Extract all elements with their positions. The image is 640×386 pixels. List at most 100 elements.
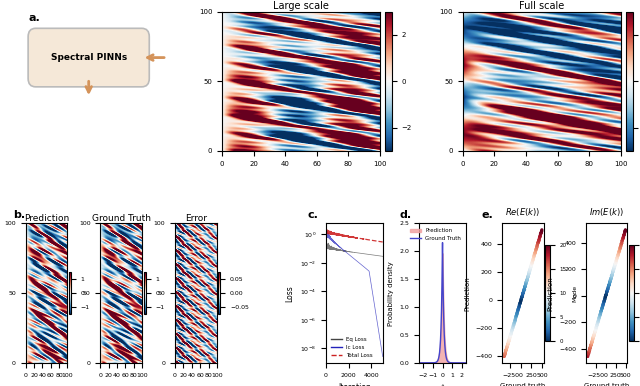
Point [607,272,617,278]
Point [519,286,529,292]
Point [534,237,544,243]
Point [620,229,630,235]
Point [532,245,542,251]
Point [591,324,601,330]
Point [516,296,527,302]
Point [516,294,527,300]
Point [518,290,529,296]
Ground Truth [463,361,470,365]
Point [596,308,606,314]
Point [502,342,513,348]
Point [521,280,531,286]
Point [611,258,621,264]
Point [601,292,611,298]
Point [529,251,540,257]
Ground Truth [415,361,422,365]
Point [531,245,541,252]
Point [600,293,611,300]
Point [599,297,609,303]
Point [502,345,512,351]
Point [519,288,529,294]
Point [522,275,532,281]
Point [529,254,539,260]
Title: Error: Error [185,214,207,223]
Point [522,276,532,283]
Point [616,243,626,249]
Point [533,239,543,245]
Point [611,260,621,266]
Point [535,232,545,239]
Point [513,308,523,314]
Point [520,282,531,288]
Point [525,266,536,272]
Point [612,255,622,261]
Point [522,277,532,283]
Point [532,244,542,250]
Point [593,317,604,323]
Point [530,250,540,256]
Point [515,302,525,308]
Point [620,228,630,234]
Point [593,319,603,325]
Point [511,312,522,318]
Y-axis label: Prediction: Prediction [464,276,470,310]
Point [592,322,602,328]
Point [513,305,524,312]
Point [508,324,518,330]
Point [598,302,608,308]
Point [507,327,517,333]
Point [616,240,627,246]
Point [610,262,620,268]
Ground Truth [434,358,442,362]
Point [509,318,520,325]
Point [584,349,594,355]
Point [605,279,615,285]
Point [586,342,596,348]
Point [605,277,616,283]
Point [513,306,524,312]
Point [614,249,624,255]
Point [517,294,527,300]
Point [507,326,517,332]
Point [608,267,618,273]
Point [525,267,535,273]
Point [605,277,616,283]
Point [516,295,527,301]
Point [607,272,617,278]
Point [521,281,531,287]
Point [536,230,547,236]
Point [519,287,529,293]
Point [618,234,628,240]
Point [598,300,609,306]
Point [529,252,539,259]
Point [603,284,613,290]
Point [593,317,604,323]
Point [516,297,526,303]
Point [510,317,520,323]
Point [524,271,534,278]
Point [596,308,606,315]
Point [591,324,602,330]
Point [524,268,534,274]
Point [596,308,606,314]
Point [518,289,529,295]
Point [508,323,518,329]
Point [617,237,627,243]
Point [586,342,596,348]
Point [588,334,598,340]
Point [590,329,600,335]
Point [536,228,547,234]
Point [515,301,525,307]
Point [597,304,607,310]
Point [527,258,538,264]
Point [520,284,530,290]
Point [521,279,531,285]
Point [597,304,607,310]
Point [600,295,610,301]
Point [597,305,607,311]
Point [591,326,601,332]
Point [500,350,510,356]
Point [523,273,533,279]
Point [587,339,597,345]
Point [526,262,536,268]
